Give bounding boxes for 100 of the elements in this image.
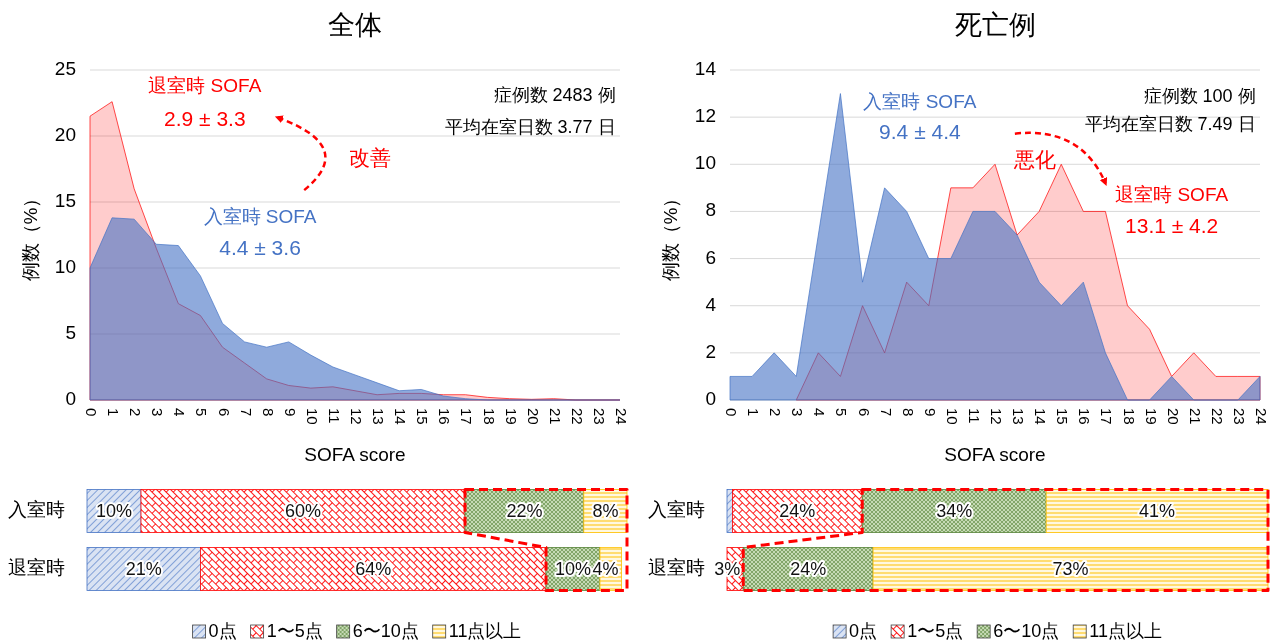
y-tick-label: 6 [705, 246, 716, 268]
x-tick-label: 12 [348, 408, 366, 425]
annotation: 9.4 ± 4.4 [879, 120, 962, 144]
x-axis-title: SOFA score [304, 444, 406, 466]
y-tick-label: 15 [54, 190, 76, 212]
x-tick-label: 1 [105, 408, 123, 417]
annotation: 2.9 ± 3.3 [164, 106, 246, 130]
annotation: 平均在室日数 3.77 日 [444, 116, 616, 137]
y-tick-label: 5 [65, 322, 76, 344]
x-tick-label: 0 [83, 408, 101, 417]
chart-title: 全体 [328, 10, 382, 41]
x-tick-label: 8 [899, 408, 917, 417]
x-tick-label: 12 [988, 408, 1006, 425]
y-tick-label: 4 [705, 293, 717, 315]
x-tick-label: 7 [237, 408, 255, 417]
x-tick-label: 15 [1054, 408, 1072, 425]
data-label: 21% [125, 558, 162, 579]
annotation: 症例数 100 例 [1143, 85, 1256, 106]
x-axis-title: SOFA score [944, 444, 1046, 466]
x-tick-label: 23 [590, 408, 608, 425]
annotation: 症例数 2483 例 [493, 85, 616, 106]
y-tick-label: 8 [705, 199, 716, 221]
x-tick-label: 8 [259, 408, 277, 417]
annotation: 13.1 ± 4.2 [1125, 214, 1219, 238]
x-tick-label: 4 [171, 408, 189, 417]
x-tick-label: 10 [943, 408, 961, 425]
x-tick-label: 7 [877, 408, 895, 417]
x-tick-label: 16 [1076, 408, 1094, 425]
data-label: 24% [790, 558, 827, 579]
y-tick-label: 14 [694, 58, 717, 80]
x-tick-label: 13 [1010, 408, 1028, 425]
data-label: 4% [592, 558, 619, 579]
y-tick-label: 12 [694, 105, 716, 127]
x-tick-label: 14 [1032, 408, 1050, 425]
x-tick-label: 20 [524, 408, 542, 425]
legend-label: 0点 [208, 620, 237, 641]
chart-title: 死亡例 [954, 10, 1036, 41]
x-tick-label: 2 [127, 408, 145, 417]
data-label: 22% [506, 500, 543, 521]
x-tick-label: 1 [745, 408, 763, 417]
x-tick-label: 19 [502, 408, 520, 425]
annotation: 悪化 [1012, 148, 1056, 172]
data-label: 73% [1052, 558, 1089, 579]
y-tick-label: 退室時 [8, 557, 65, 579]
x-tick-label: 13 [370, 408, 388, 425]
legend-label: 11点以上 [448, 620, 522, 641]
x-tick-label: 3 [789, 408, 807, 417]
x-tick-label: 21 [546, 408, 564, 425]
y-tick-label: 入室時 [8, 499, 65, 521]
x-tick-label: 17 [458, 408, 476, 425]
x-tick-label: 5 [193, 408, 211, 417]
x-tick-label: 6 [855, 408, 873, 417]
x-tick-label: 22 [568, 408, 586, 425]
x-tick-label: 14 [392, 408, 410, 425]
series-label: 入室時 SOFA [863, 91, 977, 113]
data-label: 8% [592, 500, 619, 521]
y-tick-label: 20 [54, 124, 76, 146]
x-tick-label: 0 [723, 408, 741, 417]
y-tick-label: 25 [54, 58, 76, 80]
x-tick-label: 6 [215, 408, 233, 417]
data-label: 10% [95, 500, 133, 521]
x-tick-label: 9 [921, 408, 939, 417]
legend-label: 6〜10点 [993, 620, 1060, 641]
x-tick-label: 20 [1164, 408, 1182, 425]
data-label: 10% [554, 558, 592, 579]
annotation: 平均在室日数 7.49 日 [1084, 113, 1256, 134]
legend-label: 11点以上 [1089, 620, 1162, 641]
x-tick-label: 4 [811, 408, 829, 417]
x-tick-label: 15 [414, 408, 432, 425]
x-tick-label: 21 [1186, 408, 1204, 425]
annotation: 改善 [349, 146, 392, 170]
data-label: 34% [936, 500, 973, 521]
x-tick-label: 23 [1230, 408, 1248, 425]
x-tick-label: 17 [1098, 408, 1116, 425]
series-label: 退室時 SOFA [1115, 184, 1229, 206]
x-tick-label: 5 [833, 408, 851, 417]
x-tick-label: 18 [1120, 408, 1138, 425]
x-tick-label: 16 [436, 408, 454, 425]
series-label: 入室時 SOFA [203, 205, 317, 227]
x-tick-label: 3 [149, 408, 167, 417]
x-tick-label: 24 [1253, 408, 1271, 425]
y-tick-label: 入室時 [648, 499, 705, 521]
x-tick-label: 9 [281, 408, 299, 417]
y-axis-title: 例数（%） [20, 188, 42, 282]
y-tick-label: 退室時 [648, 557, 705, 579]
x-tick-label: 10 [303, 408, 321, 425]
y-axis-title: 例数（%） [660, 188, 682, 282]
x-tick-label: 11 [325, 408, 343, 424]
legend-label: 0点 [849, 620, 878, 641]
legend-label: 6〜10点 [352, 620, 419, 641]
series-label: 退室時 SOFA [148, 75, 262, 97]
y-tick-label: 10 [694, 152, 716, 174]
x-tick-label: 19 [1142, 408, 1160, 425]
annotation: 4.4 ± 3.6 [219, 236, 301, 260]
x-tick-label: 22 [1208, 408, 1226, 425]
x-tick-label: 11 [965, 408, 983, 424]
y-tick-label: 2 [705, 340, 716, 362]
x-tick-label: 24 [613, 408, 631, 425]
y-tick-label: 10 [54, 256, 76, 278]
x-tick-label: 18 [480, 408, 498, 425]
